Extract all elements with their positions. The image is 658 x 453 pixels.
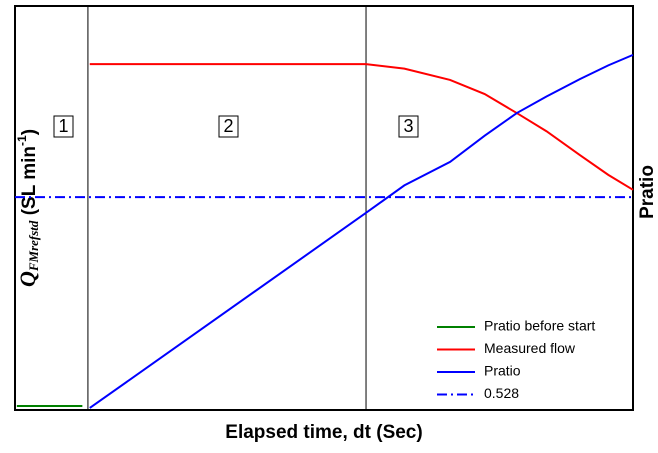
legend-label: Pratio [484, 363, 521, 379]
y-label-sub: FMrefstd [26, 220, 41, 272]
y-label-sup: -1 [15, 135, 29, 146]
region-label: 3 [403, 116, 413, 136]
legend-label: Measured flow [484, 340, 576, 356]
region-label: 1 [58, 116, 68, 136]
y2-axis-label: Pratio [637, 165, 658, 219]
legend-label: Pratio before start [484, 318, 595, 334]
plot-frame [14, 5, 634, 411]
region-box [218, 115, 239, 138]
region-label: 2 [223, 116, 233, 136]
y-axis-label: QFMrefstd (SL min-1) [15, 129, 41, 287]
y-label-close: ) [19, 129, 40, 135]
region-labels: 1 2 3 [53, 115, 419, 138]
region-box [398, 115, 419, 138]
x-axis-label: Elapsed time, dt (Sec) [225, 422, 422, 443]
region-box [53, 115, 74, 138]
legend-label: 0.528 [484, 385, 519, 401]
y-label-unit: (SL min [19, 146, 40, 221]
series-line [89, 63, 634, 191]
series-line [89, 53, 634, 409]
y-label-main: Q [15, 271, 40, 287]
